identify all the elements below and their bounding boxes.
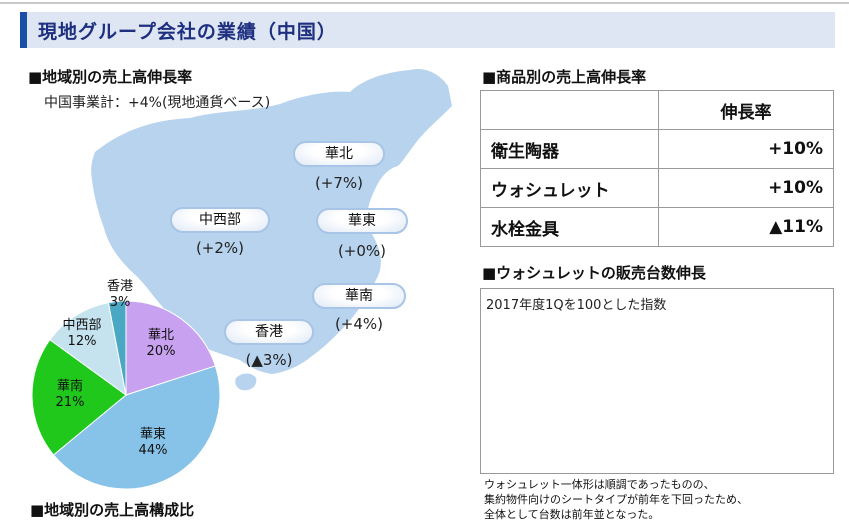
- product-growth-value: +10%: [658, 129, 834, 169]
- region-label-midwest: 中西部: [170, 207, 270, 233]
- washlet-chart-frame: [480, 288, 834, 474]
- region-value-east: (+0%): [337, 242, 387, 260]
- product-name: 衛生陶器: [480, 129, 659, 169]
- footnote-line-3: 全体として台数は前年並となった。: [484, 508, 660, 521]
- table-header-empty: [480, 90, 659, 130]
- product-growth-value: +10%: [658, 168, 834, 208]
- composition-heading: ■地域別の売上高構成比: [30, 501, 195, 519]
- pie-label-hongkong-value: 3%: [109, 295, 131, 310]
- region-label-south: 華南: [312, 283, 406, 309]
- pie-label-north-name: 華北: [147, 328, 174, 343]
- pie-slice-east: [52, 365, 221, 490]
- pie-label-south: 華南 21%: [42, 379, 98, 411]
- pie-slice-hongkong: [107, 300, 127, 396]
- region-label-hongkong: 香港: [224, 319, 314, 345]
- region-value-north: (+7%): [314, 174, 364, 192]
- pie-label-east: 華東 44%: [125, 427, 181, 459]
- pie-label-hongkong-name: 香港: [106, 279, 133, 294]
- top-rule: [0, 2, 849, 4]
- pie-label-north: 華北 20%: [133, 328, 189, 360]
- pie-slice-north: [125, 300, 217, 396]
- table-row: 水栓金具 ▲11%: [480, 207, 834, 247]
- page-title: 現地グループ会社の業績（中国）: [38, 21, 337, 43]
- pie-label-hongkong: 香港 3%: [92, 279, 148, 311]
- table-header-row: 伸長率: [480, 90, 834, 130]
- table-row: 衛生陶器 +10%: [480, 129, 834, 169]
- pie-chart: [31, 300, 221, 490]
- hainan-island-shape: [235, 373, 257, 391]
- china-total-note: 中国事業計：+4%(現地通貨ベース): [44, 95, 271, 111]
- table-header-growth: 伸長率: [658, 90, 834, 130]
- table-row: ウォシュレット +10%: [480, 168, 834, 208]
- product-growth-heading: ■商品別の売上高伸長率: [482, 68, 647, 86]
- region-value-hongkong: (▲3%): [245, 351, 293, 369]
- product-name: ウォシュレット: [480, 168, 659, 208]
- pie-label-midwest-name: 中西部: [62, 318, 102, 333]
- footnote-line-1: ウォシュレット一体形は順調であったものの、: [484, 478, 715, 491]
- pie-label-east-name: 華東: [139, 427, 166, 442]
- region-value-south: (+4%): [334, 315, 384, 333]
- regional-growth-heading: ■地域別の売上高伸長率: [28, 68, 193, 86]
- washlet-index-caption: 2017年度1Qを100とした指数: [486, 298, 667, 313]
- pie-slice-south: [31, 339, 127, 456]
- product-growth-table: 伸長率 衛生陶器 +10% ウォシュレット +10% 水栓金具 ▲11%: [480, 90, 834, 247]
- region-value-midwest: (+2%): [195, 239, 245, 257]
- region-label-north: 華北: [293, 141, 385, 167]
- pie-label-east-value: 44%: [138, 443, 168, 458]
- pie-label-south-name: 華南: [56, 379, 83, 394]
- product-growth-value: ▲11%: [658, 207, 834, 247]
- pie-label-south-value: 21%: [55, 395, 85, 410]
- footnote-line-2: 集約物件向けのシートタイプが前年を下回ったため、: [484, 493, 748, 506]
- title-bar: [20, 12, 835, 48]
- washlet-footnote: ウォシュレット一体形は順調であったものの、 集約物件向けのシートタイプが前年を下…: [484, 477, 748, 522]
- pie-slice-midwest: [49, 302, 127, 397]
- pie-label-midwest: 中西部 12%: [54, 318, 110, 350]
- pie-label-midwest-value: 12%: [67, 334, 97, 349]
- region-label-east: 華東: [316, 208, 408, 234]
- product-name: 水栓金具: [480, 207, 659, 247]
- washlet-heading: ■ウォシュレットの販売台数伸長: [482, 264, 706, 282]
- pie-label-north-value: 20%: [146, 344, 176, 359]
- title-accent: [20, 12, 27, 48]
